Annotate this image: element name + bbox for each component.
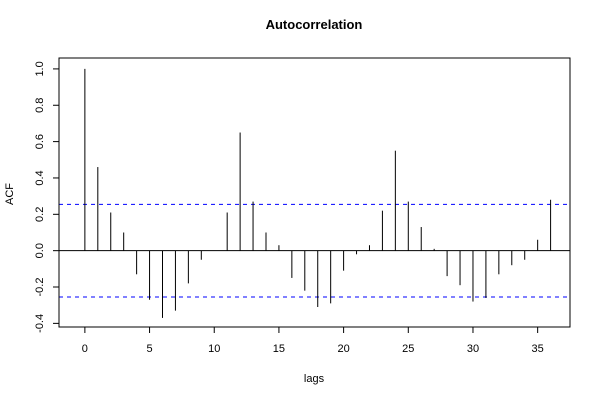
x-axis: 0 5 10 15 20 25 30 35: [82, 326, 544, 355]
plot-frame: [58, 57, 571, 328]
x-tick-label: 35: [532, 343, 544, 355]
y-axis: -0.4 -0.2 0.0 0.2 0.4 0.6 0.8 1.0: [34, 61, 60, 333]
x-tick-label: 10: [208, 343, 220, 355]
x-axis-title: lags: [304, 373, 325, 385]
y-tick-label: 0.2: [34, 207, 46, 222]
y-tick-label: 1.0: [34, 61, 46, 76]
chart-title: Autocorrelation: [266, 17, 363, 32]
x-tick-label: 30: [467, 343, 479, 355]
y-tick-label: 0.6: [34, 134, 46, 149]
x-tick-label: 20: [337, 343, 349, 355]
x-tick-label: 5: [146, 343, 152, 355]
y-axis-title: ACF: [4, 183, 16, 205]
x-tick-label: 0: [82, 343, 88, 355]
plot-layer: [58, 57, 571, 328]
y-tick-label: -0.4: [34, 314, 46, 333]
x-tick-label: 25: [402, 343, 414, 355]
x-tick-label: 15: [273, 343, 285, 355]
y-tick-label: -0.2: [34, 278, 46, 297]
y-tick-label: 0.4: [34, 170, 46, 185]
y-tick-label: 0.0: [34, 243, 46, 258]
y-tick-label: 0.8: [34, 98, 46, 113]
